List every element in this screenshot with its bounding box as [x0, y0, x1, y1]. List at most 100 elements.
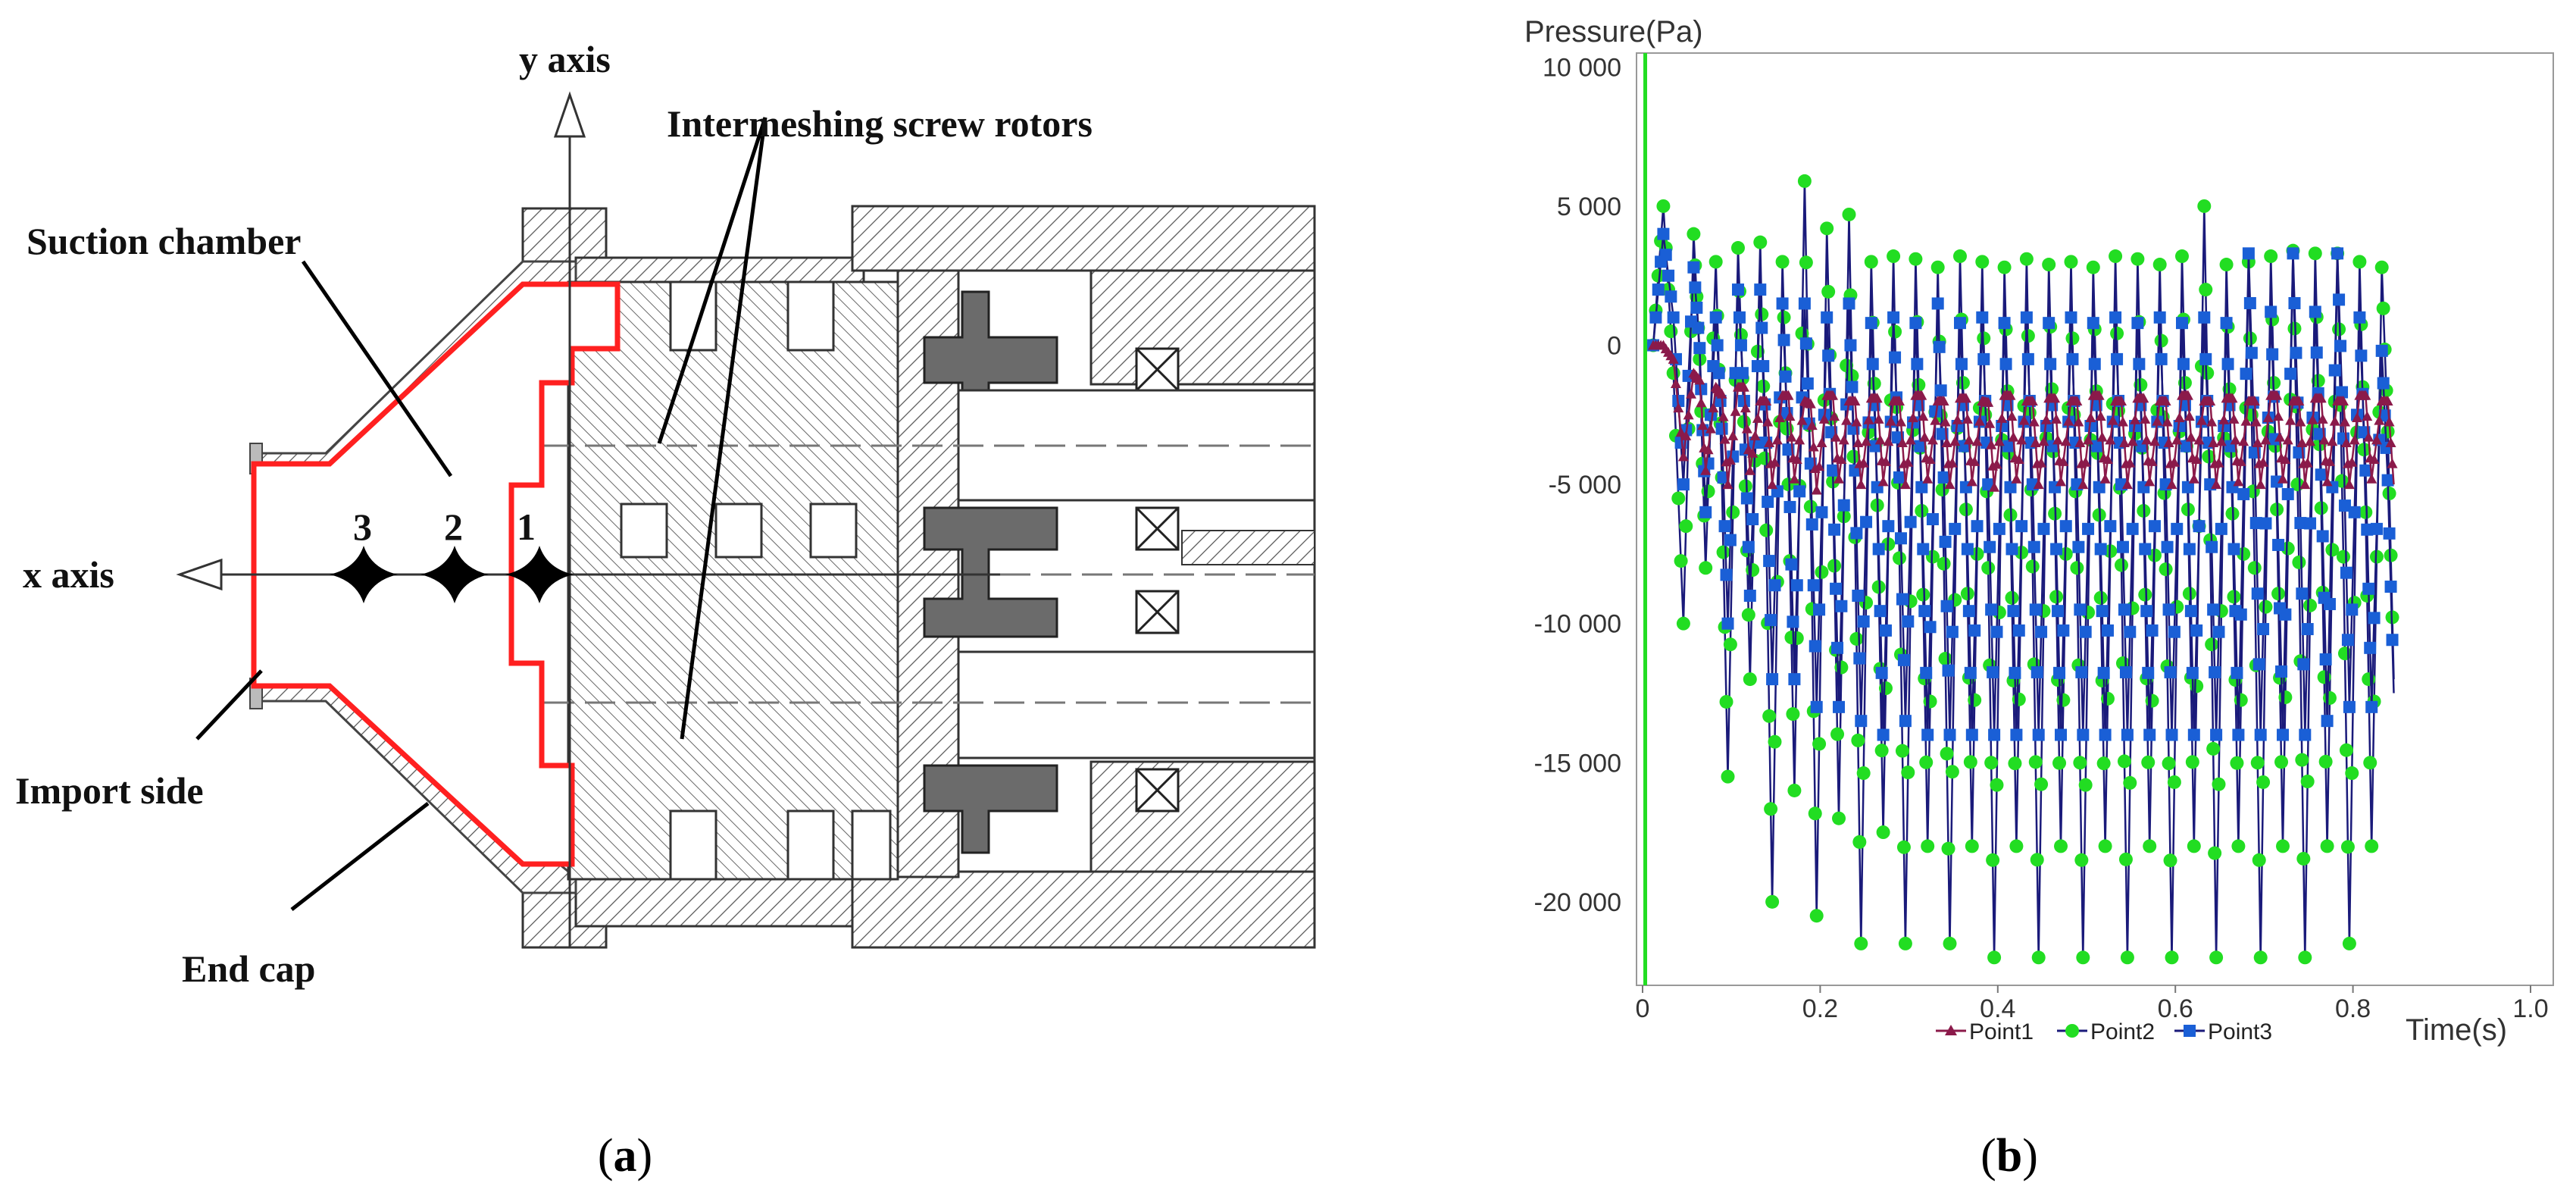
point3-marker: [2075, 665, 2088, 678]
point3-marker: [1879, 624, 1892, 637]
point2-marker: [1762, 709, 1777, 723]
point3-marker: [1720, 568, 1733, 581]
point1-marker: [1941, 437, 1952, 448]
point3-marker: [1709, 311, 1722, 324]
point3-marker: [2082, 522, 2095, 535]
point1-marker: [2296, 437, 2308, 448]
point3-marker: [2287, 247, 2299, 260]
point3-marker: [1964, 666, 1977, 679]
point1-marker: [2028, 416, 2040, 427]
point1-marker: [2384, 416, 2395, 427]
point3-marker: [2009, 666, 2021, 679]
point3-marker: [1833, 700, 1846, 713]
point1-marker: [2211, 479, 2222, 490]
point2-marker: [1997, 260, 2012, 274]
point1-marker: [1675, 427, 1687, 437]
point2-marker: [2012, 692, 2026, 706]
point3-marker: [1733, 311, 1746, 324]
point1-marker: [2116, 395, 2127, 405]
point3-marker: [1896, 593, 1909, 606]
point2-marker: [2230, 756, 2244, 770]
point1-marker: [1877, 476, 1889, 487]
point3-marker: [1830, 582, 1843, 595]
point2-marker: [2141, 755, 2156, 769]
point3-marker: [2074, 603, 2087, 616]
point3-marker: [2109, 311, 2122, 324]
point2-marker: [2278, 690, 2293, 704]
legend-marker: [1945, 1025, 1957, 1035]
point1-marker: [2213, 457, 2224, 468]
point1-marker: [1805, 398, 1816, 409]
point1-marker: [1783, 390, 1794, 400]
rotor-teeth: [620, 280, 892, 881]
point2-marker: [1799, 255, 1813, 270]
point3-marker: [1831, 641, 1844, 654]
point2-marker: [1790, 631, 1804, 645]
point2-marker: [2295, 753, 2309, 767]
end-cap-label: End cap: [182, 947, 315, 990]
point2-marker: [2096, 756, 2111, 771]
point1-marker: [1730, 405, 1741, 416]
point3-marker: [2187, 728, 2200, 741]
point2-marker: [2073, 756, 2087, 770]
housing-top-left: [521, 207, 608, 263]
point2-marker: [2049, 590, 2064, 604]
point2-marker: [1820, 221, 1834, 236]
point-2-label: 2: [444, 506, 463, 548]
point2-marker: [1840, 359, 1854, 373]
point1-marker: [2255, 479, 2266, 490]
point2-marker: [1852, 834, 1867, 849]
point1-marker: [2218, 414, 2230, 424]
point2-marker: [2162, 756, 2176, 771]
point3-marker: [2148, 520, 2161, 533]
import-side-label: Import side: [15, 769, 204, 812]
point3-marker: [2364, 641, 2377, 654]
rotor-block: [567, 280, 899, 881]
point3-marker: [2381, 474, 2394, 487]
point1-marker: [2107, 415, 2118, 425]
point1-marker: [1930, 415, 1941, 425]
point2-marker: [2322, 690, 2337, 705]
point3-marker: [2183, 543, 2196, 556]
point2-marker: [1803, 499, 1818, 514]
point3-marker: [2171, 522, 2184, 535]
point3-marker: [2190, 624, 2203, 637]
point1-marker: [1827, 390, 1839, 400]
point1-marker: [2318, 434, 2330, 445]
point2-marker: [2363, 756, 2377, 770]
point-3-label: 3: [353, 506, 372, 548]
point3-marker: [1711, 339, 1724, 352]
point1-marker: [2036, 457, 2047, 468]
point3-marker: [2221, 358, 2234, 371]
point1-marker: [1874, 434, 1886, 445]
point2-marker: [2212, 777, 2226, 791]
point2-marker: [2237, 546, 2251, 561]
point2-marker: [2320, 839, 2334, 853]
point3-marker: [2050, 543, 2063, 556]
point2-marker: [2167, 775, 2181, 789]
point2-marker: [1941, 841, 1955, 856]
point3-marker: [1740, 492, 1753, 505]
point2-marker: [2303, 598, 2318, 612]
point1-marker: [2363, 431, 2374, 442]
point1-marker: [1670, 378, 1681, 389]
point3-marker: [1942, 664, 1955, 677]
point2-marker: [2182, 587, 2196, 601]
point1-marker: [2307, 414, 2318, 424]
point1-marker: [1718, 411, 1729, 421]
point2-marker: [2292, 555, 2306, 569]
point3-marker: [2271, 475, 2284, 488]
point2-marker: [1671, 491, 1686, 506]
point2-marker: [1651, 268, 1665, 283]
point2-marker: [1708, 255, 1723, 269]
point3-marker: [2007, 605, 2020, 618]
point1-marker: [1774, 412, 1786, 422]
point1-marker: [1683, 409, 1694, 420]
point2-marker: [2185, 755, 2199, 769]
point2-marker: [2076, 950, 2090, 965]
point1-marker: [1761, 395, 1772, 405]
point1-marker: [2317, 413, 2328, 424]
point2-marker: [1786, 707, 1800, 722]
point2-marker: [2174, 249, 2189, 264]
point2-marker: [2205, 637, 2219, 652]
